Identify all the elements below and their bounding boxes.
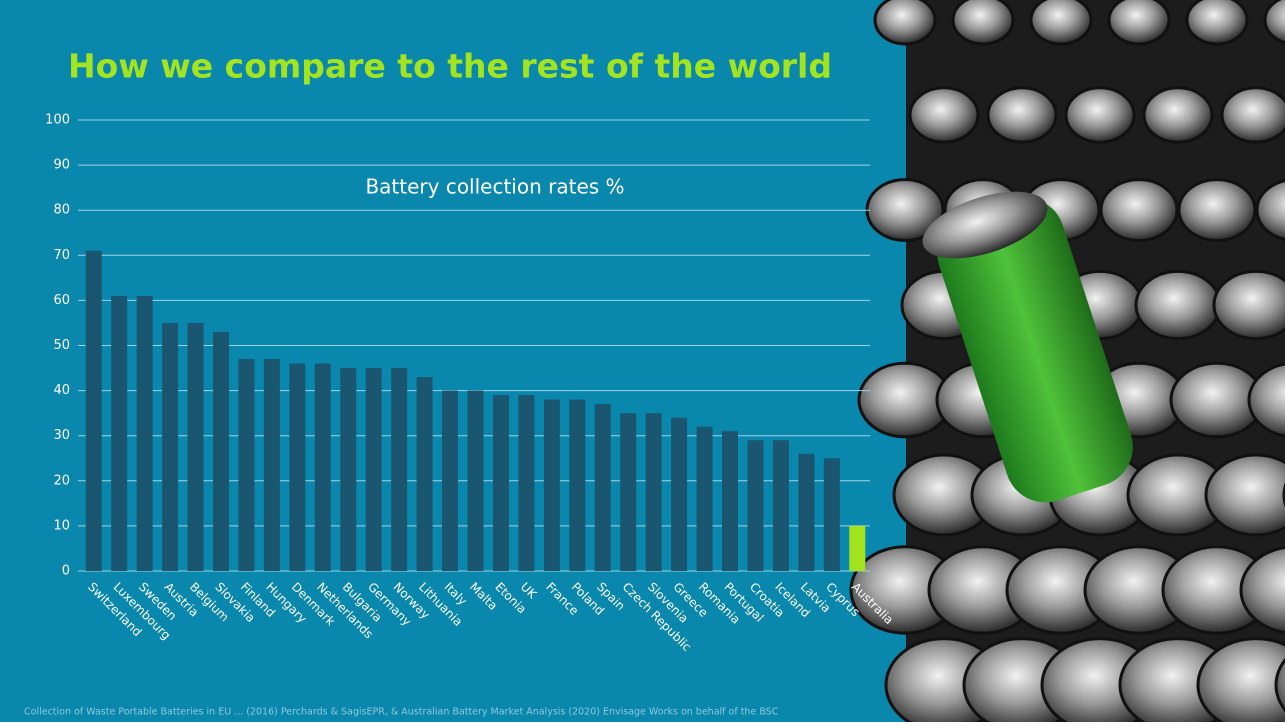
bar [85, 250, 102, 572]
bar [187, 322, 204, 571]
bar [671, 417, 688, 571]
bar [798, 453, 815, 571]
battery-cap [1220, 86, 1285, 144]
bar [569, 399, 586, 571]
slide-title: How we compare to the rest of the world [68, 47, 832, 86]
bar [772, 440, 789, 571]
bar [263, 359, 280, 571]
battery-cap [986, 86, 1058, 144]
bar [162, 322, 179, 571]
y-tick-label: 100 [45, 113, 70, 128]
battery-cap [1255, 179, 1285, 241]
battery-cap [1239, 546, 1285, 634]
battery-cap [873, 0, 937, 46]
battery-cap [1212, 269, 1285, 341]
y-tick-label: 20 [53, 473, 70, 488]
bar [645, 413, 662, 571]
green-battery-top [922, 191, 1048, 259]
battery-photo [849, 0, 1285, 726]
green-battery [937, 197, 1133, 503]
bar [849, 525, 866, 571]
bar [442, 390, 459, 571]
battery-cap [1142, 86, 1214, 144]
battery-cap [1196, 637, 1285, 726]
bar [722, 431, 739, 571]
bar [594, 404, 611, 571]
battery-cap [1107, 0, 1171, 46]
bar [492, 395, 509, 571]
bar [391, 368, 408, 571]
bar [467, 390, 484, 571]
bar [212, 331, 229, 571]
bar [620, 413, 637, 571]
bar [136, 295, 153, 571]
y-tick-label: 60 [53, 293, 70, 308]
battery-cap [1274, 657, 1285, 713]
battery-cap [1263, 0, 1285, 45]
battery-cap [951, 0, 1015, 46]
battery-cap [1029, 0, 1093, 46]
y-tick-label: 30 [53, 428, 70, 443]
chart-title: Battery collection rates % [365, 175, 624, 199]
bar [823, 458, 840, 571]
battery-cap [1204, 453, 1285, 537]
bar [747, 440, 764, 571]
y-tick-label: 70 [53, 248, 70, 263]
bar [314, 363, 331, 571]
bar [543, 399, 560, 571]
bar [289, 363, 306, 571]
bar [416, 377, 433, 571]
y-tick-label: 40 [53, 383, 70, 398]
y-tick-label: 0 [62, 564, 70, 579]
battery-cap [1185, 0, 1249, 46]
y-tick-label: 50 [53, 338, 70, 353]
battery-cap [1177, 178, 1257, 242]
y-tick-label: 90 [53, 158, 70, 173]
y-tick-label: 10 [53, 518, 70, 533]
source-note: Collection of Waste Portable Batteries i… [24, 707, 779, 718]
battery-cap [1247, 362, 1285, 438]
battery-cap [1134, 269, 1222, 341]
bar [365, 368, 382, 571]
bar [111, 295, 128, 571]
battery-cap [1064, 86, 1136, 144]
bar [238, 359, 255, 571]
bar [696, 426, 713, 571]
y-tick-label: 80 [53, 203, 70, 218]
bar [518, 395, 535, 571]
battery-cap [1099, 178, 1179, 242]
bar [340, 368, 357, 571]
battery-cap [908, 86, 980, 144]
